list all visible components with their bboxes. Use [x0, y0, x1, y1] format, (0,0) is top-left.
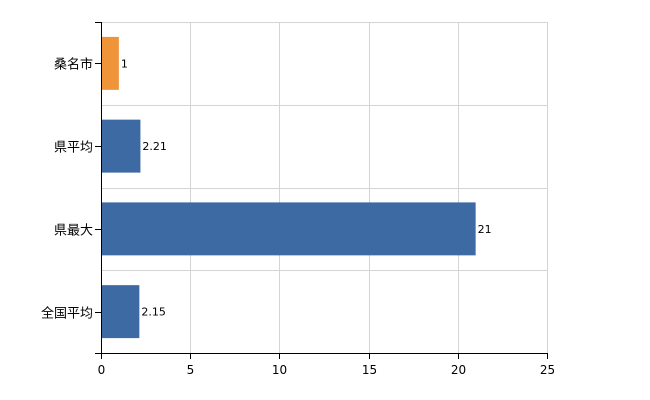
- category-label: 全国平均: [41, 306, 93, 322]
- bar: [101, 285, 140, 339]
- data-label: 2.15: [141, 306, 166, 319]
- data-label: 21: [478, 223, 492, 236]
- category-label: 県最大: [54, 224, 93, 239]
- data-label: 1: [121, 57, 128, 70]
- category-label: 県平均: [54, 141, 93, 156]
- x-tick-label: 0: [98, 363, 106, 377]
- bar: [101, 119, 141, 173]
- x-tick-label: 10: [272, 363, 287, 377]
- category-label: 桑名市: [54, 57, 93, 73]
- bar: [101, 36, 119, 90]
- x-tick-label: 15: [362, 363, 377, 377]
- axes: [95, 22, 548, 359]
- bars: [101, 36, 476, 339]
- x-tick-label: 20: [451, 363, 466, 377]
- grid-lines: [101, 22, 548, 354]
- bar: [101, 202, 476, 256]
- x-tick-label: 5: [187, 363, 195, 377]
- x-tick-label: 25: [540, 363, 555, 377]
- data-label: 2.21: [142, 140, 167, 153]
